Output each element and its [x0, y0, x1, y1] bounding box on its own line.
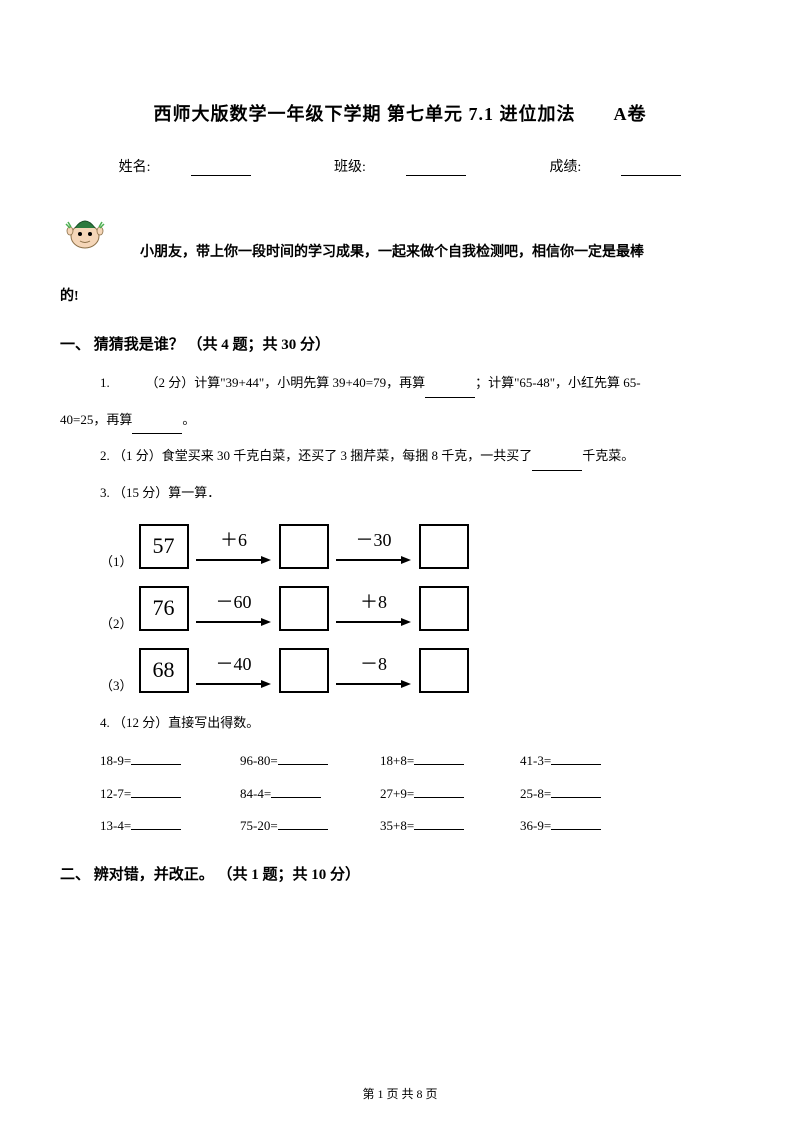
name-blank[interactable] [191, 160, 251, 176]
mascot-icon [60, 206, 110, 256]
calc-item: 18-9= [100, 745, 240, 778]
calc-expression: 27+9= [380, 778, 414, 811]
q1-blank1[interactable] [425, 384, 475, 398]
chain-row-1: （1）57＋6 －30 [100, 523, 740, 570]
calc-item: 12-7= [100, 778, 240, 811]
q1-blank2[interactable] [132, 420, 182, 434]
class-label: 班级: [334, 160, 366, 175]
calc-expression: 13-4= [100, 810, 131, 843]
page-title: 西师大版数学一年级下学期 第七单元 7.1 进位加法 A卷 [60, 100, 740, 126]
calc-expression: 84-4= [240, 778, 271, 811]
calc-item: 41-3= [520, 745, 660, 778]
calc-answer-blank[interactable] [414, 784, 464, 798]
q1-suffix: 。 [182, 412, 195, 427]
chain-start-box: 57 [139, 524, 189, 569]
calc-answer-blank[interactable] [131, 751, 181, 765]
calc-item: 35+8= [380, 810, 520, 843]
calc-expression: 12-7= [100, 778, 131, 811]
calc-expression: 35+8= [380, 810, 414, 843]
chain-answer-box[interactable] [279, 524, 329, 569]
chain-start-box: 68 [139, 648, 189, 693]
question-1: 1. （2 分）计算"39+44"，小明先算 39+40=79，再算 ；计算"65… [60, 369, 740, 398]
q1-prefix: 1. （2 分）计算"39+44"，小明先算 39+40=79，再算 [100, 375, 425, 390]
chain-sublabel: （1） [100, 523, 133, 570]
calc-expression: 75-20= [240, 810, 278, 843]
intro-section: 小朋友，带上你一段时间的学习成果，一起来做个自我检测吧，相信你一定是最棒 [60, 206, 740, 270]
calc-answer-blank[interactable] [271, 784, 321, 798]
page-footer: 第 1 页 共 8 页 [0, 1085, 800, 1102]
calc-expression: 41-3= [520, 745, 551, 778]
class-blank[interactable] [406, 160, 466, 176]
calc-answer-blank[interactable] [551, 784, 601, 798]
chain-start-box: 76 [139, 586, 189, 631]
q1-cont: 40=25，再算 [60, 412, 132, 427]
calc-expression: 25-8= [520, 778, 551, 811]
info-row: 姓名: 班级: 成绩: [60, 156, 740, 176]
chain-answer-box[interactable] [279, 586, 329, 631]
name-label: 姓名: [119, 160, 151, 175]
score-blank[interactable] [621, 160, 681, 176]
calc-answer-blank[interactable] [414, 816, 464, 830]
calc-expression: 18+8= [380, 745, 414, 778]
calc-item: 18+8= [380, 745, 520, 778]
calc-expression: 18-9= [100, 745, 131, 778]
question-3-header: 3. （15 分）算一算． [60, 479, 740, 508]
question-4-header: 4. （12 分）直接写出得数。 [60, 709, 740, 738]
chain-arrow: ＋8 [334, 588, 414, 628]
calc-answer-blank[interactable] [131, 784, 181, 798]
score-label: 成绩: [549, 160, 581, 175]
q1-mid: ；计算"65-48"，小红先算 65- [475, 375, 641, 390]
chain-arrow: －40 [194, 650, 274, 690]
calc-expression: 96-80= [240, 745, 278, 778]
chain-sublabel: （3） [100, 647, 133, 694]
q2-prefix: 2. （1 分）食堂买来 30 千克白菜，还买了 3 捆芹菜，每捆 8 千克，一… [100, 448, 532, 463]
calc-answer-blank[interactable] [278, 816, 328, 830]
calc-item: 96-80= [240, 745, 380, 778]
chain-answer-box[interactable] [419, 586, 469, 631]
calc-row: 18-9= 96-80= 18+8= 41-3= [60, 745, 740, 778]
chain-arrow: －8 [334, 650, 414, 690]
chain-arrow: －30 [334, 526, 414, 566]
chain-answer-box[interactable] [279, 648, 329, 693]
chain-row-3: （3）68－40 －8 [100, 647, 740, 694]
calc-item: 36-9= [520, 810, 660, 843]
calc-item: 84-4= [240, 778, 380, 811]
section1-header: 一、 猜猜我是谁？ （共 4 题；共 30 分） [60, 333, 740, 354]
calc-answer-blank[interactable] [414, 751, 464, 765]
intro-text-2: 的! [60, 280, 740, 314]
calc-answer-blank[interactable] [551, 816, 601, 830]
calc-answer-blank[interactable] [278, 751, 328, 765]
chain-answer-box[interactable] [419, 524, 469, 569]
calc-row: 13-4= 75-20= 35+8= 36-9= [60, 810, 740, 843]
calc-item: 13-4= [100, 810, 240, 843]
calc-answer-blank[interactable] [551, 751, 601, 765]
chain-arrow: ＋6 [194, 526, 274, 566]
q2-blank[interactable] [532, 457, 582, 471]
question-1-cont: 40=25，再算 。 [60, 406, 740, 435]
calc-item: 75-20= [240, 810, 380, 843]
section2-header: 二、 辨对错，并改正。 （共 1 题；共 10 分） [60, 863, 740, 884]
calc-expression: 36-9= [520, 810, 551, 843]
calc-item: 27+9= [380, 778, 520, 811]
question-2: 2. （1 分）食堂买来 30 千克白菜，还买了 3 捆芹菜，每捆 8 千克，一… [60, 442, 740, 471]
chain-row-2: （2）76－60 ＋8 [100, 585, 740, 632]
intro-text-1: 小朋友，带上你一段时间的学习成果，一起来做个自我检测吧，相信你一定是最棒 [140, 206, 644, 270]
calc-item: 25-8= [520, 778, 660, 811]
calc-answer-blank[interactable] [131, 816, 181, 830]
q2-suffix: 千克菜。 [582, 448, 634, 463]
calc-row: 12-7= 84-4= 27+9= 25-8= [60, 778, 740, 811]
chain-answer-box[interactable] [419, 648, 469, 693]
chain-arrow: －60 [194, 588, 274, 628]
chain-sublabel: （2） [100, 585, 133, 632]
